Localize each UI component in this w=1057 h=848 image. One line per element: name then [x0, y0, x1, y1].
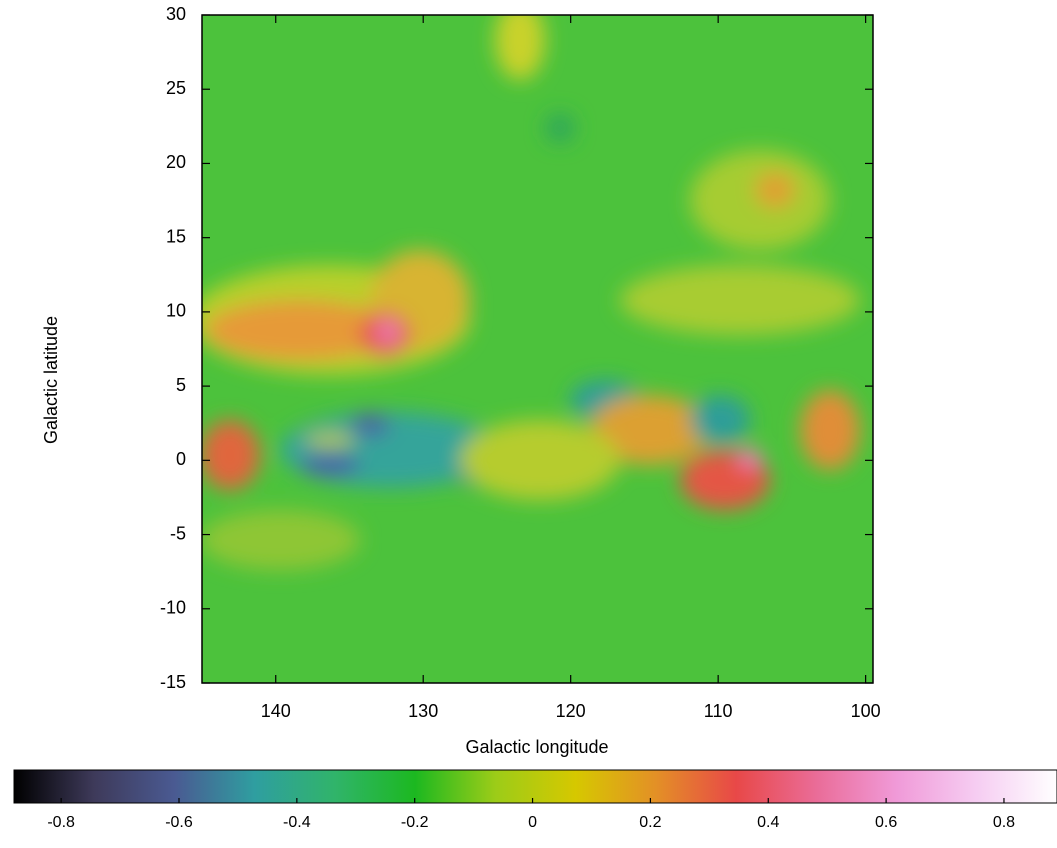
- plot-frame: [201, 14, 874, 684]
- y-tick-label: -10: [160, 598, 186, 618]
- x-tick-label: 110: [704, 701, 733, 721]
- colorbar: [13, 769, 1057, 804]
- colorbar-tick-label: 0.2: [639, 814, 661, 831]
- y-tick-label: -5: [170, 523, 186, 543]
- y-tick-label: 5: [176, 375, 186, 395]
- y-tick-label: 10: [166, 301, 186, 321]
- colorbar-tick-label: 0.8: [993, 814, 1015, 831]
- y-tick-label: 20: [166, 152, 186, 172]
- colorbar-tick-label: -0.2: [401, 814, 429, 831]
- y-tick-label: 30: [166, 4, 186, 24]
- x-tick-label: 120: [556, 701, 586, 721]
- x-axis-label: Galactic longitude: [465, 737, 608, 757]
- x-tick-label: 140: [261, 701, 291, 721]
- colorbar-tick-label: -0.4: [283, 814, 311, 831]
- y-tick-label: 0: [176, 449, 186, 469]
- heatmap-image: [202, 15, 873, 683]
- y-tick-label: 25: [166, 78, 186, 98]
- colorbar-tick-label: 0.4: [757, 814, 779, 831]
- x-tick-label: 100: [851, 701, 881, 721]
- colorbar-tick-label: 0.6: [875, 814, 897, 831]
- colorbar-tick-label: -0.6: [165, 814, 193, 831]
- y-axis-label: Galactic latitude: [41, 316, 61, 444]
- colorbar-tick-label: -0.8: [47, 814, 75, 831]
- y-tick-label: 15: [166, 226, 186, 246]
- y-tick-label: -15: [160, 672, 186, 692]
- x-tick-label: 130: [408, 701, 438, 721]
- colorbar-tick-label: 0: [528, 814, 537, 831]
